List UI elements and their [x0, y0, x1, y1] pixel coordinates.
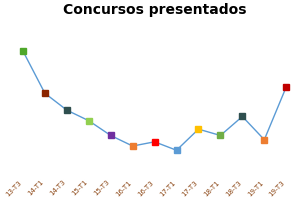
Title: Concursos presentados: Concursos presentados: [63, 3, 246, 17]
